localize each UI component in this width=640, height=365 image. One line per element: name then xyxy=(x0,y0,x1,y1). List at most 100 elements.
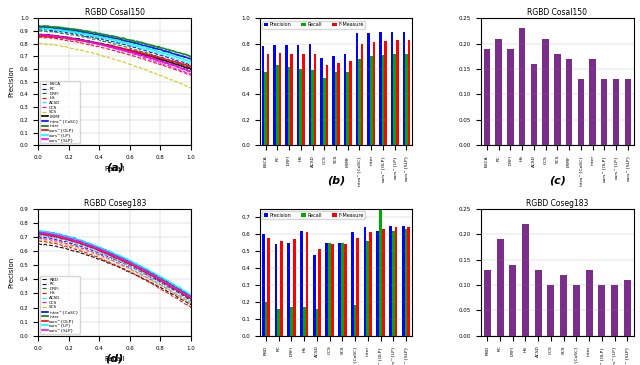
Bar xyxy=(396,40,399,145)
Bar xyxy=(384,41,387,145)
Bar xyxy=(484,49,490,145)
Bar xyxy=(349,61,351,145)
Text: (c): (c) xyxy=(549,175,566,185)
Bar xyxy=(337,63,340,145)
Legend: Precision, Recall, F-Measure: Precision, Recall, F-Measure xyxy=(262,211,365,219)
Bar xyxy=(302,54,305,145)
Bar xyxy=(268,238,270,336)
Bar xyxy=(369,233,372,336)
Bar xyxy=(262,234,265,336)
Bar xyxy=(542,39,548,145)
Bar xyxy=(335,72,337,145)
Bar xyxy=(290,307,293,336)
X-axis label: Recall: Recall xyxy=(104,356,125,362)
Bar xyxy=(547,285,554,336)
Bar xyxy=(589,59,596,145)
Bar xyxy=(573,285,580,336)
Legend: Precision, Recall, F-Measure: Precision, Recall, F-Measure xyxy=(262,21,365,28)
Text: (d): (d) xyxy=(106,353,124,363)
Bar xyxy=(403,32,405,145)
Bar xyxy=(404,229,407,336)
Bar xyxy=(308,44,311,145)
Bar xyxy=(361,44,364,145)
Bar xyxy=(509,265,516,336)
Bar xyxy=(287,243,290,336)
Bar xyxy=(328,243,331,336)
Bar xyxy=(341,243,344,336)
Bar xyxy=(354,305,356,336)
Bar xyxy=(519,28,525,145)
Bar xyxy=(586,270,593,336)
Bar xyxy=(326,65,328,145)
Bar xyxy=(554,54,561,145)
Bar xyxy=(395,227,397,336)
Bar xyxy=(293,239,296,336)
Bar xyxy=(495,39,502,145)
Bar xyxy=(531,64,537,145)
Bar xyxy=(484,270,491,336)
Title: RGBD Coseg183: RGBD Coseg183 xyxy=(84,199,146,208)
Bar xyxy=(326,243,328,336)
Title: RGBD Coseg183: RGBD Coseg183 xyxy=(526,199,588,208)
Bar xyxy=(497,239,504,336)
Bar xyxy=(367,34,370,145)
Bar xyxy=(577,79,584,145)
Title: RGBD Cosal150: RGBD Cosal150 xyxy=(84,8,145,18)
Legend: BSCA, RC, DRFI, HS, ACSD, CCS, SCS, LRMF, intra^{CoSC}, inter, ours^{OLP}, ours^: BSCA, RC, DRFI, HS, ACSD, CCS, SCS, LRMF… xyxy=(40,81,80,143)
X-axis label: Recall: Recall xyxy=(104,166,125,172)
Bar xyxy=(391,32,394,145)
Bar xyxy=(407,227,410,336)
Bar xyxy=(351,233,354,336)
Bar xyxy=(314,54,316,145)
Bar xyxy=(612,79,620,145)
Bar xyxy=(372,42,375,145)
Title: RGBD Cosal150: RGBD Cosal150 xyxy=(527,8,588,18)
Bar xyxy=(507,49,513,145)
Bar xyxy=(277,309,280,336)
Text: (a): (a) xyxy=(106,163,124,173)
Bar xyxy=(382,229,385,336)
Bar xyxy=(381,55,384,145)
Bar xyxy=(313,254,316,336)
Legend: RBD, RC, DRFI, HS, ACSD, CCS, SCS, intra^{CoSC}, inter, ours^{OLP}, ours^{LP}, o: RBD, RC, DRFI, HS, ACSD, CCS, SCS, intra… xyxy=(40,276,80,334)
Bar xyxy=(316,309,318,336)
Bar xyxy=(276,65,278,145)
Y-axis label: Precision: Precision xyxy=(8,257,14,288)
Bar xyxy=(405,54,408,145)
Bar xyxy=(376,231,379,336)
Bar xyxy=(291,54,293,145)
Bar xyxy=(338,243,341,336)
Bar xyxy=(280,241,283,336)
Bar xyxy=(323,78,326,145)
Bar xyxy=(379,32,381,145)
Bar xyxy=(344,244,346,336)
Bar xyxy=(297,45,300,145)
Bar xyxy=(265,302,268,336)
Text: (b): (b) xyxy=(327,175,345,185)
Bar xyxy=(273,45,276,145)
Bar xyxy=(364,227,366,336)
Bar xyxy=(318,249,321,336)
Bar xyxy=(624,280,631,336)
Bar xyxy=(278,53,281,145)
Bar xyxy=(262,46,264,145)
Bar xyxy=(267,54,269,145)
Bar xyxy=(300,231,303,336)
Bar xyxy=(389,226,392,336)
Bar xyxy=(300,69,302,145)
Bar xyxy=(392,231,395,336)
Bar xyxy=(534,270,541,336)
Bar xyxy=(285,45,288,145)
Bar xyxy=(331,244,334,336)
Bar xyxy=(303,307,306,336)
Bar xyxy=(611,285,618,336)
Bar xyxy=(370,56,372,145)
Bar xyxy=(625,79,631,145)
Bar xyxy=(321,58,323,145)
Bar xyxy=(366,241,369,336)
Bar xyxy=(522,224,529,336)
Bar xyxy=(264,72,267,145)
Bar xyxy=(560,275,567,336)
Y-axis label: Precision: Precision xyxy=(8,66,14,97)
Bar xyxy=(311,70,314,145)
